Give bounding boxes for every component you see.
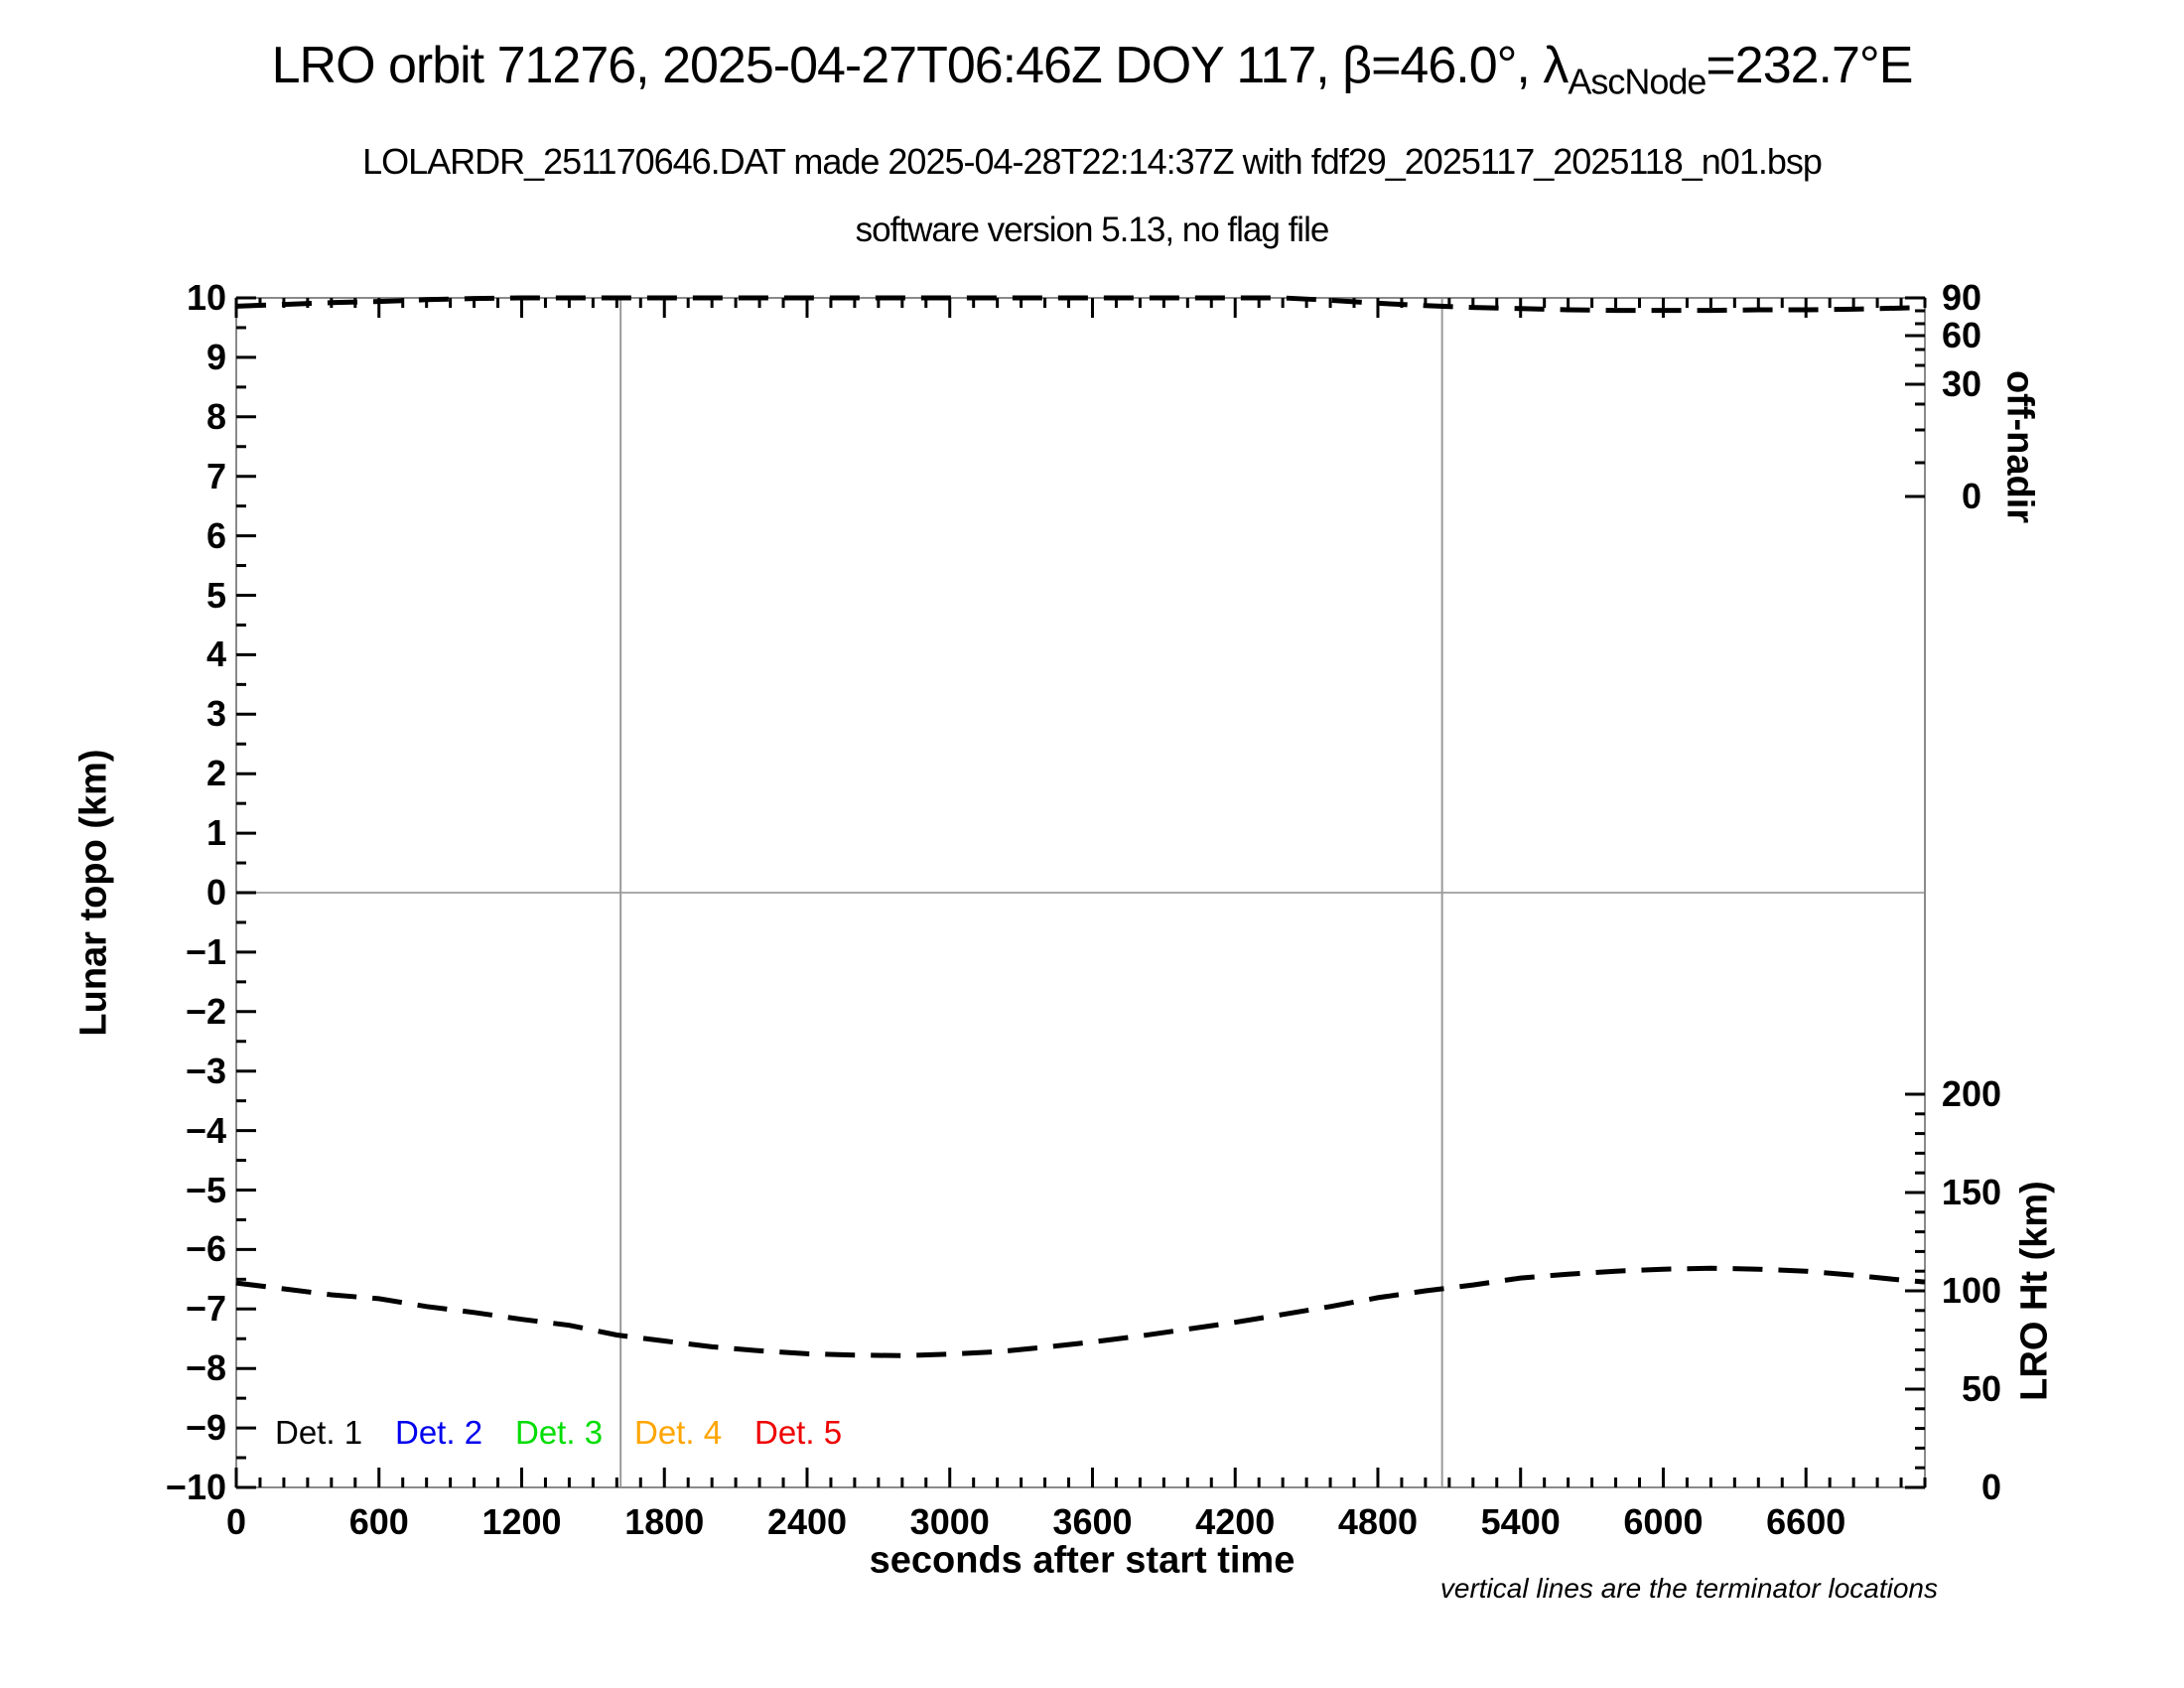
plot-title-tail: =232.7°E <box>1706 37 1913 94</box>
legend-item-det-1: Det. 1 <box>275 1414 363 1451</box>
y-left-tick-label: 7 <box>205 455 226 496</box>
legend-item-det-3: Det. 3 <box>515 1414 604 1451</box>
y-left-tick-label: −4 <box>185 1109 226 1151</box>
y-left-tick-label: 6 <box>205 514 226 556</box>
lro-ht-tick-label: 100 <box>1941 1270 2001 1311</box>
left-axis-title: Lunar topo (km) <box>72 749 115 1037</box>
y-left-tick-label: 2 <box>205 753 226 794</box>
legend-item-det-2: Det. 2 <box>395 1414 483 1451</box>
y-left-tick-label: 3 <box>205 693 226 735</box>
y-left-tick-label: −3 <box>185 1050 226 1091</box>
off-nadir-tick-label: 60 <box>1941 315 1981 355</box>
x-tick-label: 6000 <box>1623 1501 1704 1542</box>
lro-ht-tick-label: 0 <box>1980 1467 2001 1507</box>
y-left-tick-label: −8 <box>185 1347 226 1389</box>
plot-title: LRO orbit 71276, 2025-04-27T06:46Z DOY 1… <box>0 36 2184 102</box>
y-left-tick-label: −5 <box>185 1169 226 1210</box>
y-left-tick-label: 4 <box>205 633 226 675</box>
x-tick-label: 5400 <box>1480 1501 1561 1542</box>
plot-subtitle-version: software version 5.13, no flag file <box>855 211 1330 249</box>
lro-height-axis-title: LRO Ht (km) <box>2013 1181 2056 1401</box>
x-tick-label: 2400 <box>766 1501 848 1542</box>
lro-ht-tick-label: 150 <box>1941 1172 2001 1212</box>
y-left-tick-label: −7 <box>185 1288 226 1330</box>
x-tick-label: 6600 <box>1766 1501 1846 1542</box>
plot-subtitle-file: LOLARDR_251170646.DAT made 2025-04-28T22… <box>362 141 1823 182</box>
x-tick-label: 1800 <box>624 1501 705 1542</box>
x-tick-label: 4200 <box>1195 1501 1276 1542</box>
x-tick-label: 3000 <box>909 1501 990 1542</box>
curve-off-nadir-angle <box>235 295 1926 314</box>
lro-ht-tick-label: 50 <box>1961 1368 2001 1409</box>
off-nadir-tick-label: 0 <box>1961 476 1981 516</box>
curve-LRO-height <box>235 1265 1926 1358</box>
x-tick-label: 600 <box>348 1501 409 1542</box>
plot-title-subscript: AscNode <box>1568 61 1706 102</box>
x-tick-label: 4800 <box>1337 1501 1419 1542</box>
y-left-tick-label: −9 <box>185 1407 226 1449</box>
legend-item-det-4: Det. 4 <box>634 1414 723 1451</box>
lro-ht-tick-label: 200 <box>1941 1073 2001 1114</box>
y-left-tick-label: −10 <box>165 1467 226 1507</box>
x-tick-label: 0 <box>225 1501 247 1542</box>
off-nadir-axis-title: off-nadir <box>1998 369 2041 524</box>
y-left-tick-label: 0 <box>205 872 226 913</box>
off-nadir-tick-label: 90 <box>1941 277 1981 318</box>
plot-title-main: LRO orbit 71276, 2025-04-27T06:46Z DOY 1… <box>271 37 1570 94</box>
y-left-tick-label: −1 <box>185 930 226 972</box>
y-left-tick-label: 10 <box>186 277 226 318</box>
x-tick-label: 1200 <box>481 1501 562 1542</box>
off-nadir-tick-label: 30 <box>1941 363 1981 404</box>
legend-item-det-5: Det. 5 <box>754 1414 843 1451</box>
y-left-tick-label: 9 <box>205 336 226 377</box>
y-left-tick-label: 1 <box>205 812 226 854</box>
x-axis-title: seconds after start time <box>869 1539 1296 1582</box>
y-left-tick-label: 8 <box>205 395 226 437</box>
y-left-tick-label: 5 <box>205 574 226 616</box>
y-left-tick-label: −2 <box>185 990 226 1032</box>
terminator-footnote: vertical lines are the terminator locati… <box>1439 1573 1938 1604</box>
y-left-tick-label: −6 <box>185 1228 226 1270</box>
x-tick-label: 3600 <box>1052 1501 1133 1542</box>
